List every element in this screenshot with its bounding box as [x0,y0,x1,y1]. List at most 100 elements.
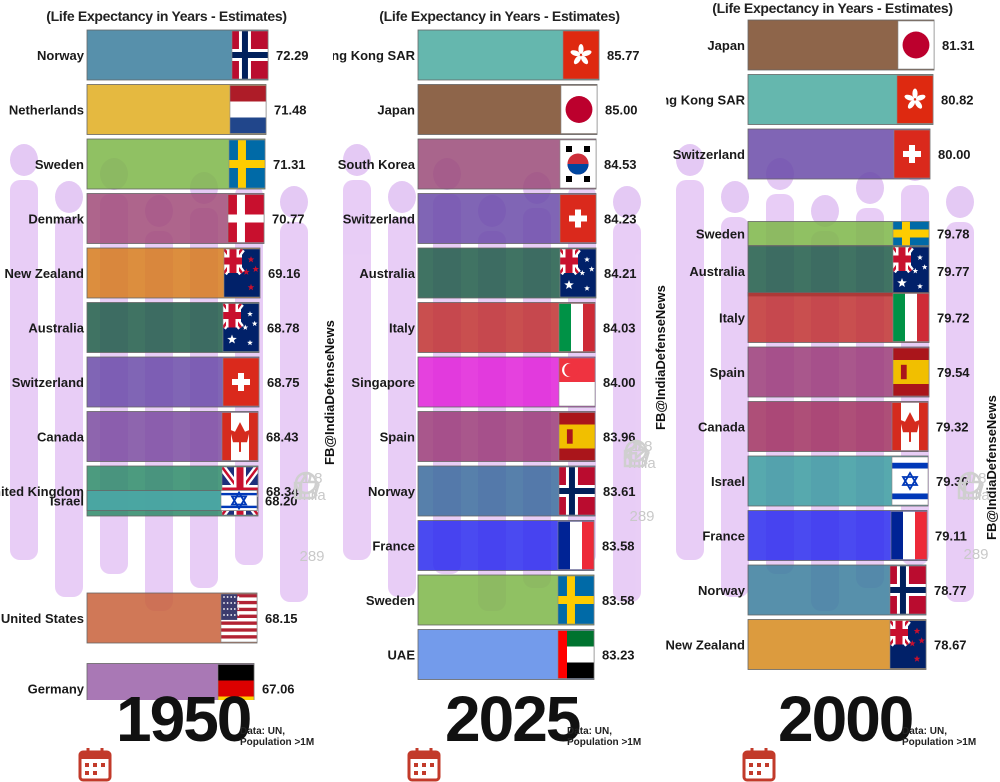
italy-flag [558,303,596,352]
category-label: France [372,539,415,554]
value-label: 72.29 [276,48,309,63]
norway-flag [231,30,269,80]
france-flag [557,521,595,570]
value-label: 78.77 [934,583,967,598]
social-counters: 1.8 mila 289 [292,470,332,565]
category-label: South Korea [338,157,416,172]
value-label: 79.11 [935,529,967,544]
category-label: UAE [388,648,416,663]
year-label: 2000 [778,683,914,755]
switzerland-flag [893,129,931,179]
category-label: Sweden [696,227,745,242]
bar-chart-1950: Norway 72.29 Netherlands 71.48 Sweden 71.31 De… [0,29,309,700]
netherlands-flag [229,85,267,134]
value-label: 83.58 [602,593,635,608]
sweden-flag [228,139,266,189]
value-label: 84.21 [604,266,637,281]
value-label: 68.43 [266,430,299,445]
israel-flag [220,490,258,511]
category-label: Israel [711,474,745,489]
canada-flag [891,402,929,451]
value-label: 79.32 [936,420,969,435]
sweden-flag [557,575,595,625]
category-label: Norway [368,484,416,499]
category-label: Switzerland [673,147,745,162]
value-label: 79.77 [937,264,970,279]
switzerland-flag [559,194,597,243]
south-korea-flag [559,139,597,189]
singapore-flag [558,357,596,407]
category-label: Hong Kong SAR [666,93,746,108]
category-label: Hong Kong SAR [333,48,416,63]
value-label: 83.96 [603,430,636,445]
australia-flag [892,246,930,296]
value-label: 84.53 [604,157,637,172]
value-label: 80.82 [941,93,974,108]
category-label: Australia [689,264,745,279]
value-label: 80.00 [938,147,971,162]
spain-flag [558,412,596,461]
value-label: 83.23 [602,648,635,663]
category-label: France [702,529,745,544]
value-label: 84.03 [603,321,636,336]
comments-count: 289 [963,546,989,563]
sweden-flag [892,221,930,246]
value-label: 68.15 [265,611,298,626]
france-flag [890,511,928,560]
social-counters: 1.8 mila 289 [956,470,996,563]
value-label: 85.77 [607,48,640,63]
value-label: 71.48 [274,103,307,118]
category-label: Israel [50,494,84,509]
comments-count: 289 [629,508,655,525]
value-label: 79.54 [937,365,970,380]
category-label: Switzerland [12,375,84,390]
value-label: 68.78 [267,321,300,336]
germany-flag [217,664,255,700]
category-label: Germany [28,682,85,697]
japan-flag [560,85,598,134]
category-label: Denmark [28,212,84,227]
new-zealand-flag [889,620,927,669]
value-label: 83.58 [602,539,635,554]
category-label: Italy [389,321,416,336]
italy-flag [892,293,930,342]
value-label: 85.00 [605,103,638,118]
australia-flag [559,248,597,298]
category-label: Canada [698,420,746,435]
value-label: 79.72 [937,311,970,326]
value-label: 84.00 [603,375,636,390]
category-label: Japan [707,38,745,53]
chart-subtitle: (Life Expectancy in Years - Estimates) [379,8,620,24]
data-source: Data: UN, Population >1M [567,726,642,748]
category-label: United States [1,611,84,626]
value-label: 81.31 [942,38,975,53]
chart-subtitle: (Life Expectancy in Years - Estimates) [712,0,953,16]
year-label: 1950 [116,683,252,755]
category-label: Canada [37,430,85,445]
spain-flag [892,347,930,397]
value-label: 78.67 [934,638,967,653]
united-states-flag [220,593,258,643]
likes-unit: mila [962,487,990,504]
value-label: 70.77 [272,212,305,227]
value-label: 67.06 [262,682,295,697]
category-label: United Kingdom [0,484,84,499]
denmark-flag [227,194,265,243]
australia-flag [222,303,260,352]
comments-count: 289 [299,548,325,565]
category-label: Australia [359,266,415,281]
category-label: Italy [719,311,746,326]
value-label: 83.61 [603,484,636,499]
chart-panel-2000: (Life Expectancy in Years - Estimates) J… [666,0,999,782]
hong-kong-flag [896,75,934,124]
value-label: 71.31 [273,157,306,172]
israel-flag [891,456,929,506]
category-label: Japan [377,103,415,118]
value-label: 79.78 [937,227,970,242]
category-label: Netherlands [9,103,84,118]
category-label: Spain [710,365,745,380]
category-label: New Zealand [5,266,85,281]
uae-flag [557,630,595,679]
likes-unit: mila [298,487,326,504]
canada-flag [221,412,259,461]
